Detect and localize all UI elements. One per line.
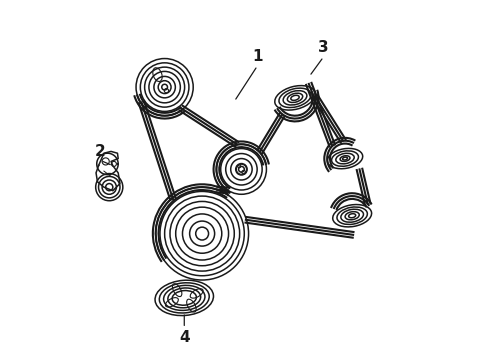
Text: 2: 2 <box>95 144 106 159</box>
Text: 3: 3 <box>318 40 329 55</box>
Text: 1: 1 <box>252 49 263 64</box>
Text: 4: 4 <box>179 330 190 345</box>
